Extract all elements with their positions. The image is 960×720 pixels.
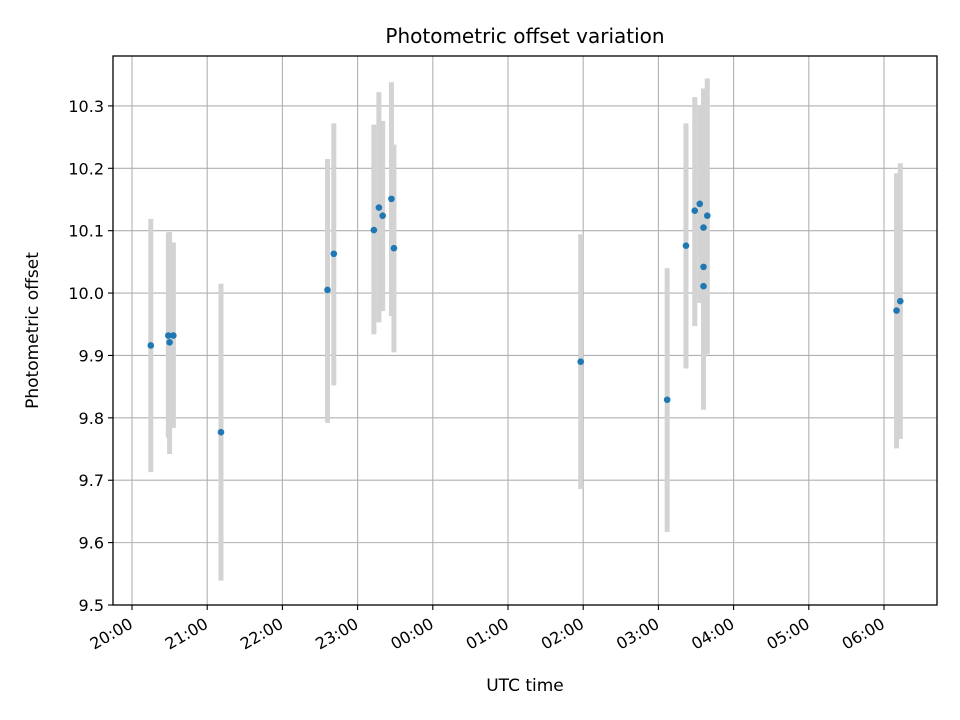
data-point — [375, 204, 383, 211]
data-point — [700, 263, 707, 271]
y-tick-label: 9.9 — [79, 346, 104, 365]
y-tick-label: 10.3 — [68, 97, 104, 116]
y-tick-label: 9.8 — [79, 409, 104, 428]
y-tick-label: 10.2 — [68, 159, 104, 178]
data-point — [370, 226, 378, 234]
y-tick-label: 9.5 — [79, 596, 104, 615]
data-point — [700, 282, 707, 290]
data-points — [147, 195, 904, 436]
y-axis-label: Photometric offset — [23, 252, 43, 409]
y-tick-label: 10.0 — [68, 284, 104, 303]
data-point — [217, 428, 225, 436]
data-point — [691, 207, 699, 215]
y-tick-label: 9.7 — [79, 471, 104, 490]
data-point — [682, 242, 690, 249]
data-point — [388, 195, 395, 203]
data-point — [390, 244, 398, 252]
chart-title: Photometric offset variation — [385, 24, 664, 48]
y-tick-label: 9.6 — [79, 534, 104, 553]
data-point — [379, 212, 386, 220]
data-point — [170, 332, 177, 339]
data-point — [577, 358, 584, 365]
plot-frame — [112, 55, 938, 606]
data-point — [147, 342, 155, 349]
y-axis-ticks: 9.5 9.6 9.7 9.8 9.9 10.0 10.1 10.2 10.3 — [68, 97, 113, 615]
data-point — [703, 212, 711, 220]
data-point — [700, 224, 707, 231]
data-point — [696, 200, 704, 208]
data-point — [896, 297, 904, 305]
y-tick-label: 10.1 — [68, 222, 104, 241]
data-point — [663, 396, 671, 404]
x-axis-label: UTC time — [486, 676, 564, 696]
data-point — [330, 250, 338, 258]
data-point — [324, 286, 331, 294]
data-point — [893, 307, 900, 314]
data-point — [166, 339, 173, 346]
data-point — [165, 332, 172, 339]
